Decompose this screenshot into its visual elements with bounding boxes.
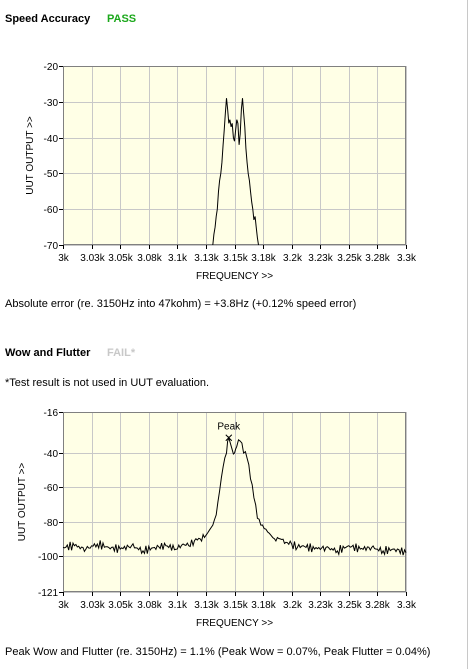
x-tick-label: 3.2k — [283, 253, 303, 264]
y-tick-label: -40 — [44, 134, 59, 145]
peak-annotation-label: Peak — [217, 422, 241, 433]
wow-flutter-status: FAIL* — [107, 347, 136, 359]
x-tick-label: 3.03k — [80, 253, 105, 264]
x-tick-label: 3.1k — [168, 253, 188, 264]
y-tick-label: -16 — [44, 408, 59, 419]
x-tick-label: 3.28k — [365, 253, 390, 264]
x-tick-label: 3.08k — [137, 600, 162, 611]
speed-accuracy-result: Absolute error (re. 3150Hz into 47kohm) … — [5, 298, 357, 310]
x-axis-title: FREQUENCY >> — [196, 618, 273, 629]
plot-frame — [63, 66, 406, 245]
x-tick-label: 3.1k — [168, 600, 188, 611]
y-tick-label: -100 — [38, 552, 58, 563]
y-axis-title: UUT OUTPUT >> — [25, 116, 36, 195]
x-tick-label: 3.25k — [337, 600, 362, 611]
y-tick-label: -30 — [44, 98, 59, 109]
x-tick-label: 3.08k — [137, 253, 162, 264]
x-tick-label: 3.13k — [194, 253, 219, 264]
series-line — [62, 435, 407, 557]
x-tick-label: 3.18k — [251, 253, 276, 264]
peak-marker — [225, 434, 233, 442]
x-tick-label: 3k — [58, 600, 70, 611]
x-tick-label: 3.3k — [397, 253, 417, 264]
x-axis-title: FREQUENCY >> — [196, 271, 273, 282]
y-tick-label: -40 — [44, 449, 59, 460]
y-tick-label: -70 — [44, 241, 59, 252]
y-tick-label: -60 — [44, 205, 59, 216]
y-tick-label: -80 — [44, 518, 59, 529]
x-tick-label: 3.23k — [308, 600, 333, 611]
y-tick-label: -60 — [44, 483, 59, 494]
y-tick-label: -20 — [44, 62, 59, 73]
x-tick-label: 3.13k — [194, 600, 219, 611]
y-axis-title: UUT OUTPUT >> — [17, 463, 28, 542]
wow-flutter-chart: 3k 3.03k 3.05k 3.08k 3.1k 3.13k 3.15k 3.18k 3.2k… — [17, 408, 417, 629]
x-tick-label: 3.3k — [397, 600, 417, 611]
x-tick-label: 3.25k — [337, 253, 362, 264]
x-tick-label: 3.03k — [80, 600, 105, 611]
x-tick-label: 3.23k — [308, 253, 333, 264]
x-tick-label: 3.2k — [283, 600, 303, 611]
plot-area — [63, 412, 406, 592]
plot-frame — [63, 412, 406, 592]
wow-flutter-title: Wow and Flutter — [5, 347, 91, 359]
wow-flutter-note: *Test result is not used in UUT evaluati… — [5, 377, 210, 389]
x-tick-label: 3.15k — [223, 600, 248, 611]
series-line — [212, 98, 259, 246]
wow-flutter-result: Peak Wow and Flutter (re. 3150Hz) = 1.1%… — [5, 646, 431, 658]
y-tick-label: -121 — [38, 588, 58, 599]
x-tick-label: 3.28k — [365, 600, 390, 611]
speed-accuracy-title: Speed Accuracy — [5, 13, 91, 25]
x-tick-label: 3.15k — [223, 253, 248, 264]
speed-accuracy-status: PASS — [107, 13, 137, 25]
y-tick-label: -50 — [44, 169, 59, 180]
x-tick-label: 3k — [58, 253, 70, 264]
x-tick-label: 3.18k — [251, 600, 276, 611]
speed-accuracy-chart: 3k 3.03k 3.05k 3.08k 3.1k 3.13k 3.15k 3.18k 3.2k… — [25, 62, 417, 282]
x-tick-label: 3.05k — [108, 600, 133, 611]
x-tick-label: 3.05k — [108, 253, 133, 264]
